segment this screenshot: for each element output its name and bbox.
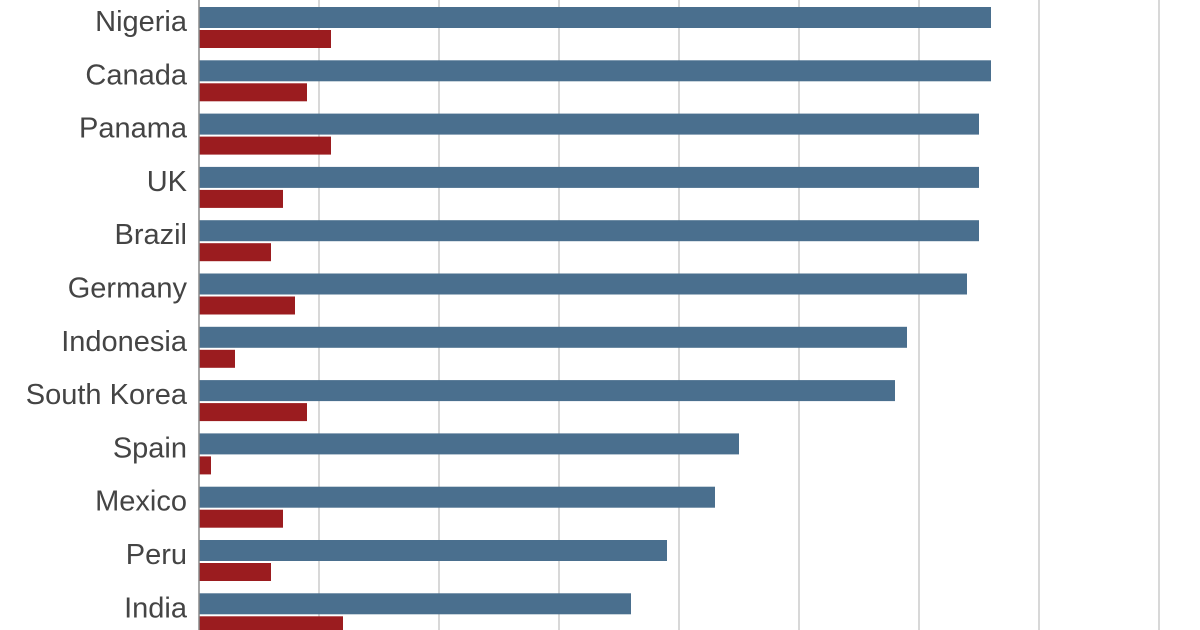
bar-series-1 [199, 7, 991, 28]
category-labels: Nigeria Canada Panama UK Brazil Germany Indone… [26, 6, 188, 624]
bar-series-1 [199, 166, 979, 188]
bar-series-1 [199, 380, 895, 402]
category-label: South Korea [26, 379, 188, 411]
category-label: Nigeria [95, 6, 188, 38]
category-label: Germany [68, 273, 188, 305]
bar-series-2 [199, 296, 295, 315]
bar-series-2 [199, 616, 343, 630]
bar-series-2 [199, 30, 331, 48]
category-label: Brazil [114, 219, 187, 251]
bar-series-1 [199, 273, 967, 295]
bar-series-2 [199, 403, 307, 422]
bar-series-1 [199, 433, 739, 455]
bar-series-1 [199, 326, 907, 348]
category-label: Indonesia [61, 326, 188, 358]
bar-series-1 [199, 220, 979, 242]
category-label: Peru [126, 539, 187, 571]
bar-series-2 [199, 189, 283, 208]
category-label: Panama [79, 113, 188, 145]
bar-series-2 [199, 136, 331, 155]
bar-series-1 [199, 60, 991, 82]
bar-series-2 [199, 563, 271, 581]
bar-series-1 [199, 540, 667, 561]
bar-series-2 [199, 243, 271, 262]
category-label: Mexico [95, 486, 187, 518]
category-label: India [124, 592, 188, 624]
bar-series-1 [199, 486, 715, 508]
bars [199, 7, 991, 630]
bar-series-1 [199, 113, 979, 135]
bar-series-1 [199, 593, 631, 615]
category-label: Spain [113, 432, 187, 464]
bar-series-2 [199, 83, 307, 102]
bar-series-2 [199, 509, 283, 528]
bar-series-2 [199, 349, 235, 368]
category-label: Canada [85, 59, 187, 91]
gridlines [318, 0, 1160, 630]
category-label: UK [147, 166, 188, 198]
bar-series-2 [199, 456, 211, 475]
